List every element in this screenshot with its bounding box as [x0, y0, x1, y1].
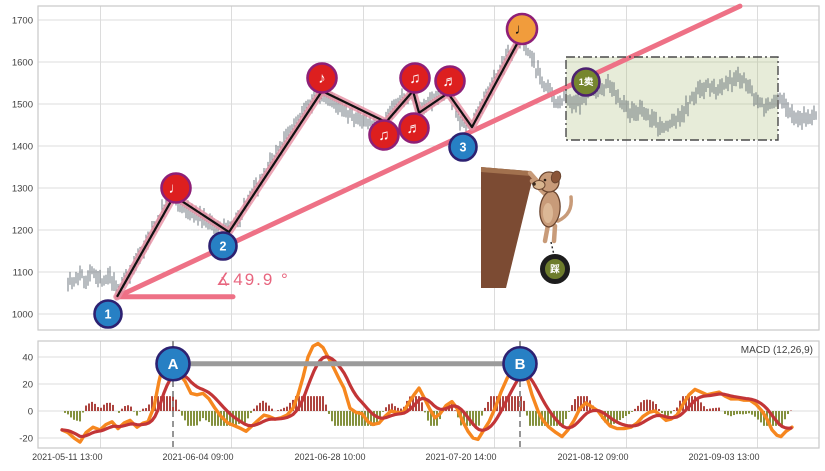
sell-zone-fill: [566, 57, 778, 140]
dog-ear: [550, 170, 562, 184]
svg-text:B: B: [515, 356, 526, 373]
svg-text:A: A: [168, 356, 179, 373]
macd-tick-label: -20: [19, 434, 33, 445]
price-tick-label: 1500: [12, 100, 33, 111]
svg-text:1卖: 1卖: [579, 76, 594, 88]
angle-annotation-label: ∡49.9 °: [216, 270, 290, 289]
cliff: [481, 167, 533, 288]
x-tick-label: 2021-05-11 13:00: [32, 452, 102, 462]
dog-eye: [543, 178, 547, 182]
wave-marker-♩: ♩: [505, 12, 539, 46]
price-tick-label: 1300: [12, 184, 33, 195]
wave-marker-♫: ♫: [399, 62, 431, 94]
macd-tick-label: 20: [22, 380, 33, 391]
macd-tick-label: 40: [22, 353, 33, 364]
macd-dif-line: [60, 341, 794, 444]
price-tick-label: 1400: [12, 142, 33, 153]
price-tick-label: 1700: [12, 16, 33, 27]
svg-text:♫: ♫: [378, 127, 389, 144]
panel-borders: [37, 5, 820, 449]
svg-text:3: 3: [460, 141, 467, 155]
wave-marker-♫: ♫: [368, 119, 400, 151]
x-tick-label: 2021-08-12 09:00: [557, 452, 628, 462]
price-tick-label: 1000: [12, 310, 33, 321]
wave-marker-1卖: 1卖: [571, 67, 601, 97]
wave-markers: 1 ♩ 2 ♪ ♫ ♫ ♬ ♬ 3 ♩ 1卖: [93, 12, 601, 329]
x-tick-label: 2021-09-03 13:00: [688, 452, 759, 462]
dog-hind-leg: [542, 222, 551, 244]
wave-marker-1: 1: [93, 299, 123, 329]
wave-marker-♬: ♬: [434, 65, 466, 97]
svg-text:♫: ♫: [409, 70, 420, 87]
x-tick-label: 2021-06-28 10:00: [294, 452, 365, 462]
svg-text:♬: ♬: [443, 73, 458, 90]
x-tick-label: 2021-07-20 14:00: [425, 452, 496, 462]
svg-text:2: 2: [220, 240, 227, 254]
svg-text:♩: ♩: [169, 180, 184, 197]
wave-marker-♪: ♪: [306, 62, 338, 94]
macd-tick-label: 0: [28, 407, 33, 418]
price-tick-label: 1600: [12, 58, 33, 69]
svg-text:♩: ♩: [515, 21, 530, 38]
svg-text:1: 1: [105, 308, 112, 322]
svg-text:♪: ♪: [318, 70, 326, 87]
cliff-dog-cartoon: 踩: [481, 167, 573, 288]
dog-hind-leg: [551, 223, 558, 244]
dog-nose: [532, 182, 536, 186]
macd-marker-B: B: [502, 345, 538, 382]
wave-marker-♬: ♬: [398, 112, 430, 144]
dog-tail: [556, 195, 573, 223]
macd-marker-A: A: [155, 345, 191, 382]
price-tick-label: 1100: [13, 268, 33, 279]
wave-marker-2: 2: [208, 231, 238, 261]
sell-zone-box: [565, 56, 779, 141]
wave-marker-3: 3: [448, 132, 478, 162]
ball-label: 踩: [550, 264, 560, 276]
svg-text:♬: ♬: [407, 120, 422, 137]
elliott-wave-path: [113, 36, 523, 301]
macd-indicator-label: MACD (12,26,9): [740, 345, 813, 356]
x-tick-label: 2021-06-04 09:00: [162, 452, 233, 462]
price-tick-label: 1200: [12, 226, 33, 237]
wave-marker-♩: ♩: [160, 172, 192, 204]
ball-string: [550, 241, 555, 256]
axis-tick-labels: 1700 1600 1500 1400 1300 1200 1100 1000 40 20 0 -20…: [12, 16, 760, 463]
hanging-ball: [540, 254, 570, 284]
